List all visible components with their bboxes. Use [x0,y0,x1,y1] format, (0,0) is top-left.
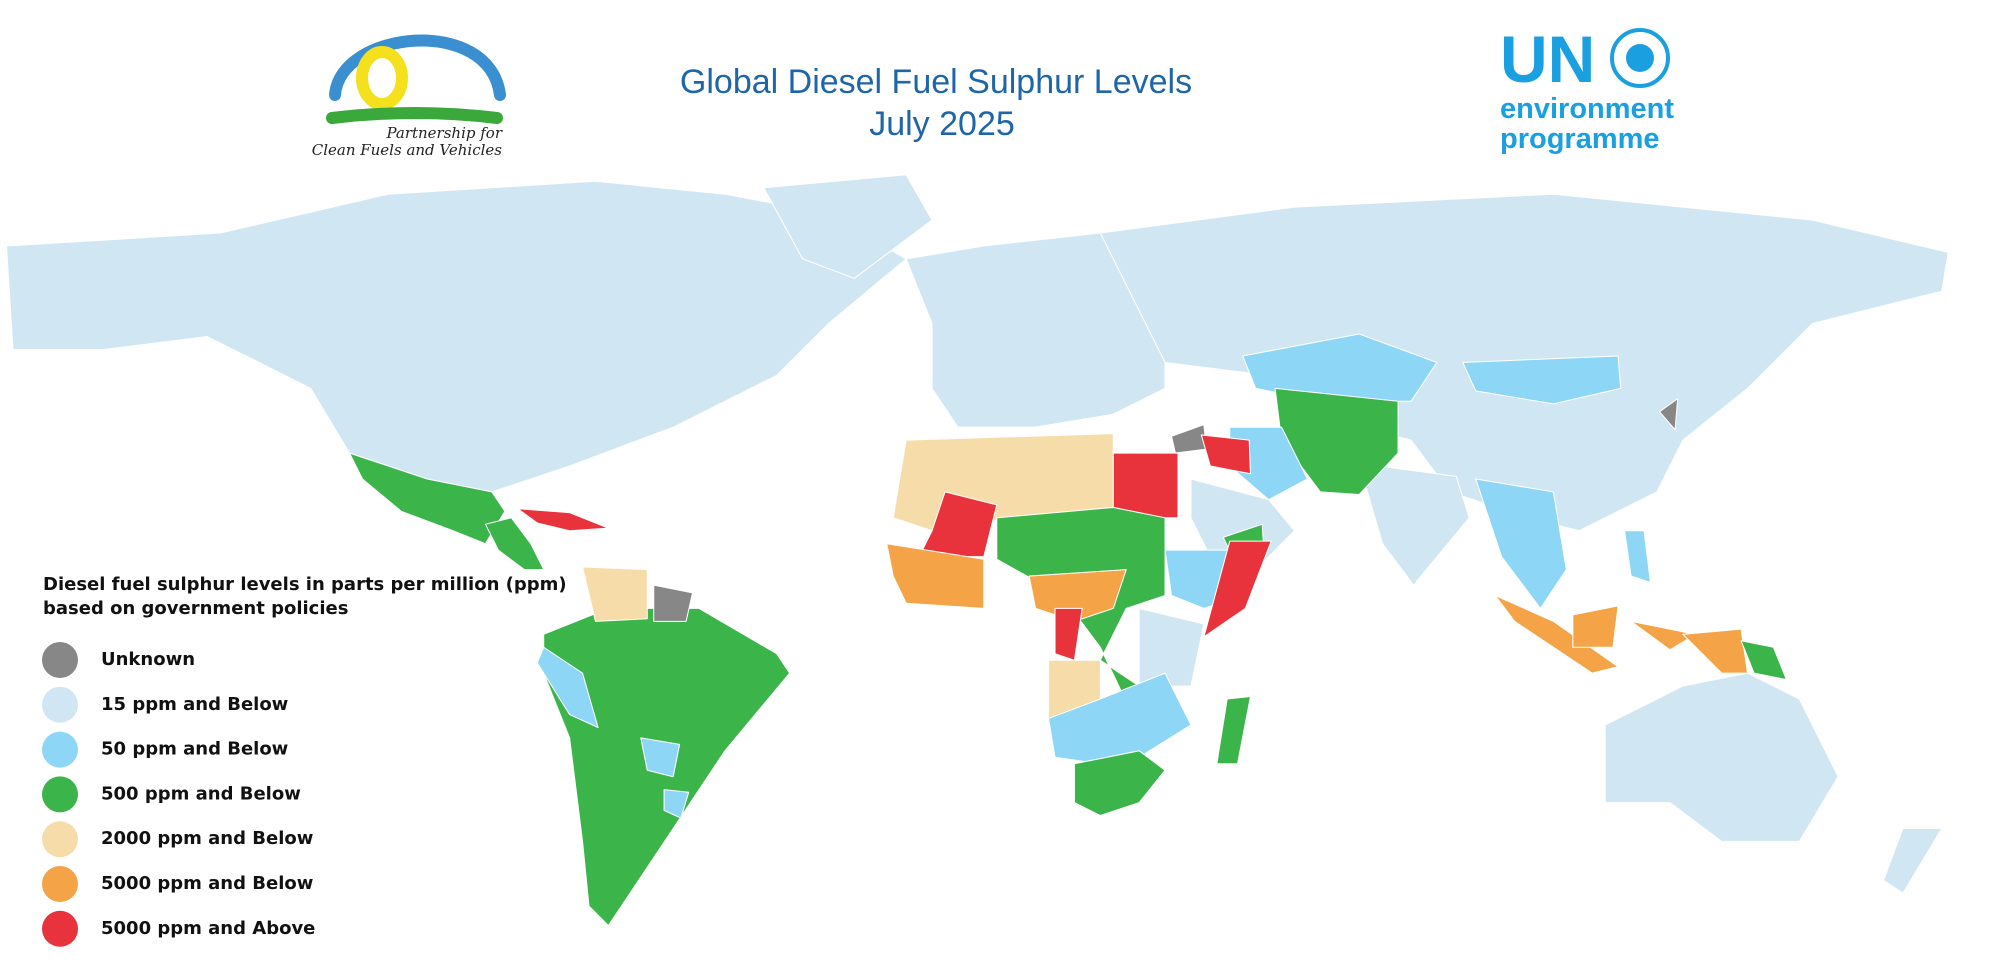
congo [1054,607,1083,661]
legend-swatch [42,821,78,858]
logo-text: Partnership for [385,124,502,142]
borneo [1572,605,1619,648]
southern-africa [1048,672,1192,765]
india [1358,462,1470,586]
legend-label: 2000 ppm and Below [101,828,313,849]
legend-label: 5000 ppm and Above [101,918,315,939]
legend-label: 15 ppm and Below [101,694,288,715]
north-america [5,180,907,493]
central-america [484,517,545,571]
map-title: Global Diesel Fuel Sulphur Levels [680,63,1192,101]
logo-text: Clean Fuels and Vehicles [312,141,503,159]
iraq [1200,434,1252,475]
kazakhstan [1242,333,1438,402]
europe [905,232,1166,428]
west-africa [886,543,985,609]
papua [1682,628,1749,674]
egypt [1112,452,1179,519]
mongolia [1462,355,1622,405]
guianas [653,584,694,622]
somalia [1203,540,1272,638]
legend-swatch [42,642,78,678]
legend-title: Diesel fuel sulphur levels in parts per … [43,574,567,595]
southeast-asia [1475,478,1567,609]
logo-arc [329,34,506,101]
legend-swatch [42,866,78,902]
south-africa [1073,750,1166,817]
venezuela [582,566,648,622]
logo-ground [326,107,503,124]
world-map [5,174,1949,927]
legend-label: Unknown [101,649,195,670]
legend-swatch [42,910,78,947]
map-subtitle: July 2025 [869,105,1015,143]
legend-swatch [42,686,78,723]
unep-logo: UN environment programme [1500,22,1674,155]
logo-text: programme [1500,123,1660,155]
logo-text: UN [1500,22,1595,96]
mexico [348,452,506,545]
papua-new-guinea [1740,640,1787,681]
madagascar [1216,695,1252,765]
caribbean [517,508,609,532]
uruguay [663,789,690,819]
legend-swatch [42,731,78,768]
sumatra [1494,594,1619,674]
new-zealand [1882,827,1943,894]
legend-label: 50 ppm and Below [101,739,288,760]
nigeria [1028,569,1127,622]
legend-title: based on government policies [43,598,348,619]
logo-emblem [1626,44,1654,72]
legend-label: 500 ppm and Below [101,783,301,804]
greenland [763,174,933,279]
legend: Diesel fuel sulphur levels in parts per … [42,574,567,947]
logo-sun [356,46,408,110]
australia [1604,672,1839,842]
north-korea [1659,398,1679,431]
logo-emblem [1610,28,1670,88]
pcfv-logo: Partnership for Clean Fuels and Vehicles [312,34,506,159]
sulawesi [1630,620,1697,651]
paraguay [640,737,681,778]
peru [536,646,599,729]
legend-swatch [42,776,78,813]
syria [1171,424,1207,454]
legend-label: 5000 ppm and Below [101,873,313,894]
philippines [1624,530,1652,584]
logo-text: environment [1500,93,1674,125]
east-africa [1138,607,1205,687]
